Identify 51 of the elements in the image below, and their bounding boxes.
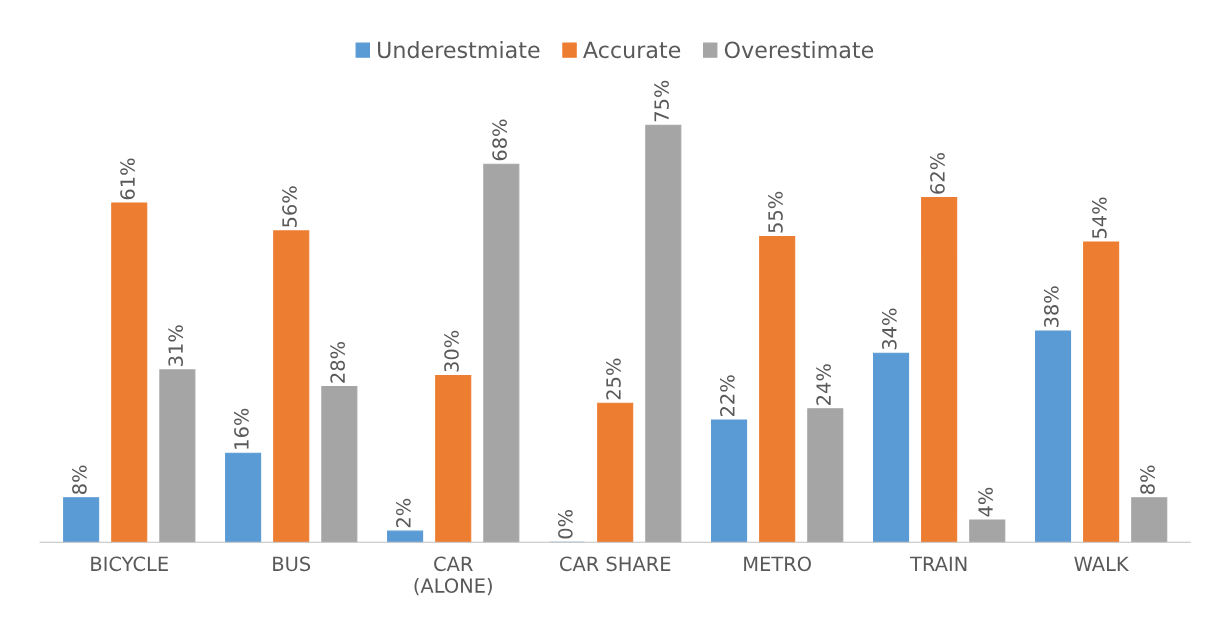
bar: [435, 374, 472, 543]
x-tick-label: CAR (ALONE): [414, 556, 492, 596]
data-label: 4%: [978, 487, 993, 517]
data-label: 56%: [282, 186, 297, 227]
data-label: 22%: [720, 375, 735, 417]
data-label: 38%: [1043, 286, 1059, 327]
legend-label: Accurate: [583, 41, 681, 59]
bar: [1083, 241, 1120, 543]
bar: [645, 124, 682, 543]
data-label: 0%: [558, 509, 573, 539]
bar: [225, 452, 262, 543]
data-label: 28%: [330, 341, 345, 383]
bar: [597, 402, 634, 543]
data-label: 25%: [606, 358, 621, 400]
bar: [483, 163, 520, 543]
bar: [969, 519, 1006, 543]
data-label: 62%: [930, 152, 945, 194]
bar: [321, 386, 358, 543]
data-label: 61%: [120, 158, 135, 200]
bar: [711, 419, 748, 543]
data-label: 16%: [234, 408, 249, 449]
x-tick-label: BUS: [273, 556, 311, 572]
data-label: 24%: [816, 364, 831, 405]
bar: [872, 352, 910, 543]
bar: [759, 235, 796, 543]
data-label: 30%: [444, 330, 459, 372]
bar: [111, 202, 148, 543]
legend-label: Overestimate: [724, 41, 874, 59]
x-tick-label: METRO: [744, 556, 811, 572]
data-label: 55%: [768, 191, 783, 233]
bar: [1131, 497, 1168, 543]
data-label: 8%: [72, 465, 87, 494]
bar: [807, 408, 844, 543]
data-label: 2%: [396, 498, 411, 528]
data-label: 34%: [881, 308, 897, 350]
x-tick-label: TRAIN: [910, 556, 967, 571]
data-label: 31%: [168, 325, 183, 366]
x-tick-label: WALK: [1074, 556, 1130, 571]
bar: [273, 230, 310, 543]
data-label: 68%: [492, 119, 507, 161]
x-tick-label: CAR SHARE: [559, 556, 671, 572]
bar: [63, 497, 100, 543]
data-label: 8%: [1140, 465, 1155, 494]
x-tick-label: BICYCLE: [91, 556, 168, 572]
data-label: 75%: [654, 80, 669, 122]
data-label: 54%: [1092, 197, 1107, 239]
bar: [387, 530, 424, 543]
bar: [921, 197, 958, 543]
bar: [159, 369, 196, 543]
bar: [1034, 330, 1072, 543]
legend-label: Underestmiate: [378, 41, 540, 59]
